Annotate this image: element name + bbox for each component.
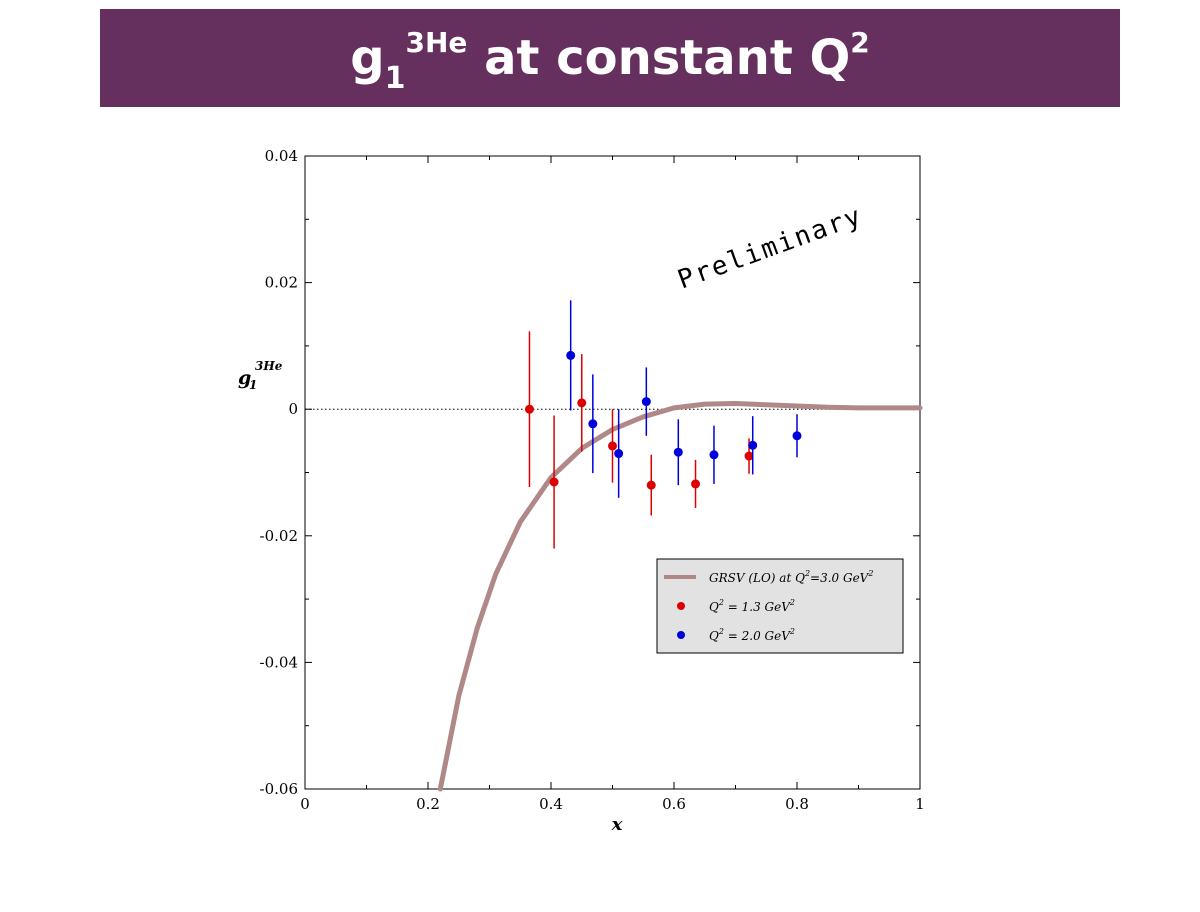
q2-1.3-point [608,441,617,451]
q2-1.3-point [577,398,587,408]
title-subscript: 1 [384,61,406,96]
legend: GRSV (LO) at Q2=3.0 GeV2 Q2 = 1.3 GeV2 Q… [656,558,904,654]
y-axis-label-symbol: g [238,367,251,389]
legend-entry-q20: Q2 = 2.0 GeV2 [709,627,795,643]
y-tick-label: 0 [288,400,298,418]
axis-tick-labels: 0 0.2 0.4 0.6 0.8 1 -0.06 -0.04 -0.02 0 0.02 0.04 [260,147,925,813]
q2-2.0-point [792,431,802,441]
q2-2.0-point [588,419,598,429]
y-axis-label: g 1 3He [238,359,283,392]
title-superscript: 3He [405,26,468,59]
data-points-layer [524,300,802,549]
legend-entry-grsv: GRSV (LO) at Q2=3.0 GeV2 [709,569,873,585]
legend-blue-dot [677,631,685,639]
legend-red-dot [677,602,685,610]
legend-box [656,558,904,654]
y-axis-label-superscript: 3He [255,359,283,373]
grsv-curve-layer [437,401,923,792]
x-tick-label: 0.6 [662,795,686,813]
q2-2.0-point [673,447,683,457]
q2-2.0-point [748,440,758,450]
q2-1.3-point [524,404,534,414]
q2-2.0-point [566,350,576,360]
axis-ticks [304,155,921,790]
slide-title: g13He at constant Q2 [350,26,870,96]
q2-1.3-point [646,480,656,490]
x-tick-label: 0.4 [539,795,563,813]
y-tick-label: 0.04 [265,147,298,165]
title-text: at constant Q [467,30,851,86]
x-tick-label: 0.8 [785,795,809,813]
legend-entry-q13: Q2 = 1.3 GeV2 [709,598,795,614]
grsv-curve [437,401,923,792]
title-text-superscript: 2 [850,26,870,59]
y-tick-label: 0.02 [265,274,298,292]
q2-1.3-point [549,477,559,487]
q2-2.0-point [641,397,651,407]
q2-1.3-point [691,479,701,489]
q2-1.3-point [744,451,754,461]
q2-2.0-point [709,450,719,460]
x-tick-label: 0.2 [416,795,440,813]
x-axis-label: x [611,814,623,835]
q2-2.0-point [614,449,624,459]
y-tick-label: -0.04 [260,653,298,671]
y-axis-label-subscript: 1 [249,378,257,392]
title-bar: g13He at constant Q2 [100,9,1120,107]
title-symbol: g [350,30,385,86]
y-tick-label: -0.06 [260,780,298,798]
x-tick-label: 0 [300,795,310,813]
x-tick-label: 1 [915,795,925,813]
y-tick-label: -0.02 [260,527,298,545]
